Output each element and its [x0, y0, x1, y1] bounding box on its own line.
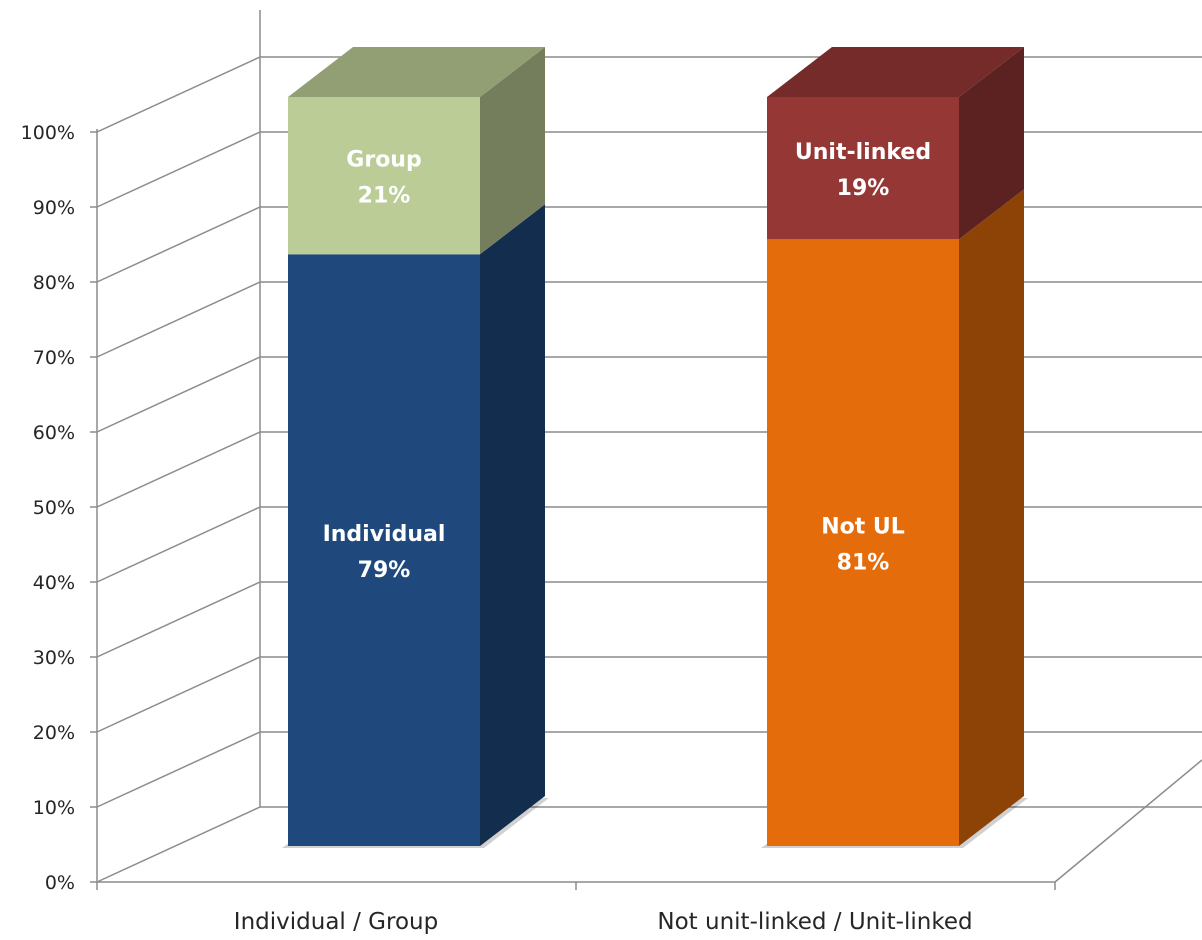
- bar-front: [767, 239, 959, 846]
- bar-top: [767, 47, 1024, 97]
- bar-front: [288, 97, 480, 255]
- segment-value-label: 21%: [358, 184, 411, 209]
- gridline-diagonal: [96, 56, 261, 133]
- floor-right-edge: [1054, 759, 1202, 883]
- chart-walls: [96, 10, 1202, 890]
- x-category-label: Individual / Group: [234, 909, 438, 935]
- segment-value-label: 79%: [358, 558, 411, 583]
- segment-name-label: Group: [346, 148, 421, 173]
- gridline-diagonal: [96, 131, 261, 208]
- y-tick-label: 80%: [33, 272, 75, 294]
- y-tick-label: 20%: [33, 722, 75, 744]
- bar-front: [288, 254, 480, 847]
- floor-left-edge: [96, 806, 261, 883]
- segment-name-label: Individual: [323, 522, 446, 547]
- bar-side: [959, 47, 1024, 240]
- category-labels: Individual / Group Not unit-linked / Unit…: [234, 909, 973, 935]
- bar-side: [959, 189, 1024, 846]
- bar-segment-individual: Individual 79%: [288, 204, 545, 847]
- gridline-diagonal: [96, 656, 261, 733]
- gridline-diagonal: [96, 581, 261, 658]
- y-tick-label: 60%: [33, 422, 75, 444]
- gridline-diagonal: [96, 356, 261, 433]
- bar-segment-group: Group 21%: [288, 47, 545, 255]
- segment-name-label: Unit-linked: [795, 140, 931, 165]
- segment-value-label: 19%: [837, 176, 890, 201]
- y-tick-label: 40%: [33, 572, 75, 594]
- y-tick-label: 10%: [33, 797, 75, 819]
- segment-name-label: Not UL: [821, 515, 905, 540]
- gridline-diagonal: [96, 206, 261, 283]
- gridline-diagonal: [96, 506, 261, 583]
- bars: Individual 79% Group 21% Not UL 81% Unit-linke…: [282, 47, 1028, 848]
- bar-side: [480, 204, 545, 847]
- bar-segment-unit-linked: Unit-linked 19%: [767, 47, 1024, 240]
- y-tick-label: 100%: [21, 122, 75, 144]
- bar-front: [767, 97, 959, 240]
- y-tick-label: 90%: [33, 197, 75, 219]
- y-tick-label: 30%: [33, 647, 75, 669]
- bar-side: [480, 47, 545, 255]
- bar-segment-not-ul: Not UL 81%: [767, 189, 1024, 846]
- segment-value-label: 81%: [837, 551, 890, 576]
- gridline-diagonal: [96, 731, 261, 808]
- y-tick-label: 70%: [33, 347, 75, 369]
- bar-top: [288, 47, 545, 97]
- y-axis-ticks: 0% 10% 20% 30% 40% 50% 60% 70% 80% 90% 100%: [21, 122, 97, 894]
- y-tick-label: 0%: [45, 872, 75, 894]
- x-category-label: Not unit-linked / Unit-linked: [657, 909, 972, 935]
- gridline-diagonal: [96, 281, 261, 358]
- y-tick-label: 50%: [33, 497, 75, 519]
- gridline-diagonal: [96, 431, 261, 508]
